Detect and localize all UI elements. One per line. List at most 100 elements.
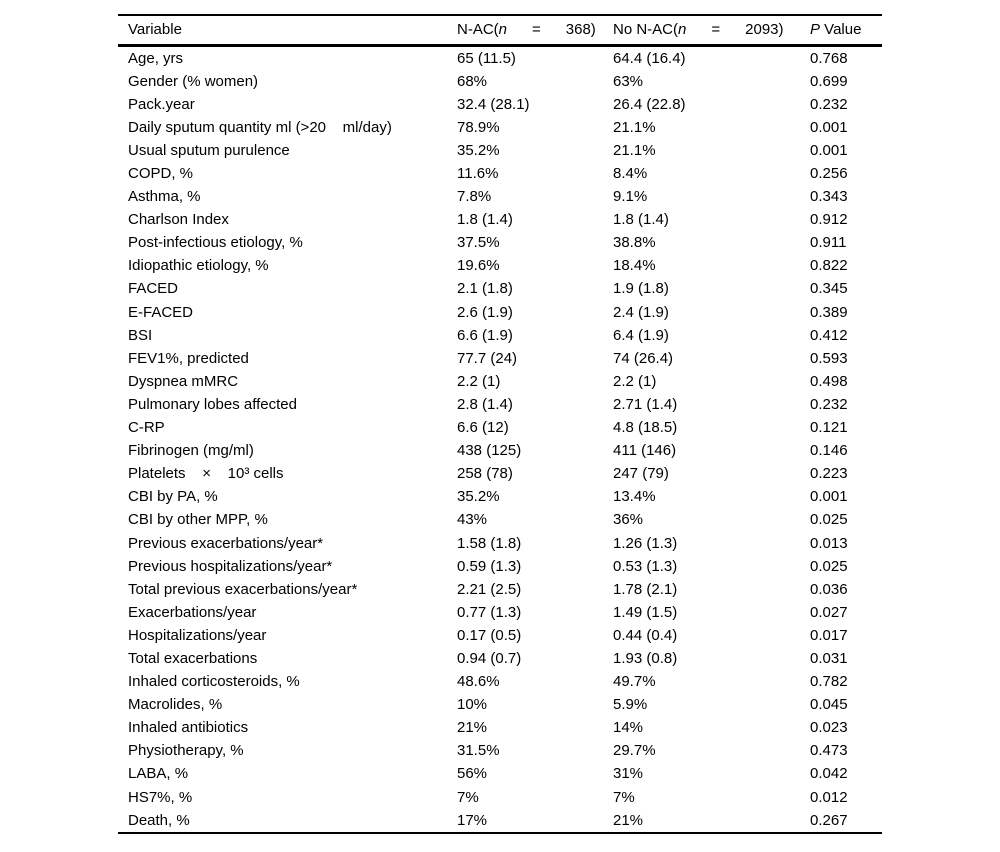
table-row: Inhaled corticosteroids, % 48.6% 49.7% 0.78…	[118, 670, 882, 693]
nac-value-cell: 35.2%	[457, 141, 500, 159]
table-row: Total exacerbations 0.94 (0.7) 1.93 (0.8) 0…	[118, 647, 882, 670]
variable-cell: Total exacerbations	[128, 649, 258, 667]
no-nac-value-cell: 1.26 (1.3)	[613, 534, 678, 552]
table-row: CBI by other MPP, % 43% 36% 0.025	[118, 508, 882, 531]
nac-header-suffix: = 368)	[507, 21, 596, 39]
variable-cell: Platelets × 10³ cells	[128, 465, 284, 483]
p-value-cell: 0.025	[810, 557, 848, 575]
table-row: BSI 6.6 (1.9) 6.4 (1.9) 0.412	[118, 324, 882, 347]
p-value-cell: 0.017	[810, 626, 848, 644]
table-row: Exacerbations/year 0.77 (1.3) 1.49 (1.5) 0.…	[118, 601, 882, 624]
nac-value-cell: 65 (11.5)	[457, 49, 516, 67]
no-nac-value-cell: 2.71 (1.4)	[613, 395, 678, 413]
p-value-cell: 0.699	[810, 72, 848, 90]
no-nac-value-cell: 74 (26.4)	[613, 349, 674, 367]
variable-cell: Macrolides, %	[128, 696, 223, 714]
no-nac-value-cell: 38.8%	[613, 234, 656, 252]
no-nac-value-cell: 21.1%	[613, 118, 656, 136]
variable-cell: Inhaled corticosteroids, %	[128, 673, 300, 691]
column-header-variable: Variable	[128, 21, 182, 39]
no-nac-value-cell: 14%	[613, 719, 644, 737]
nac-value-cell: 2.21 (2.5)	[457, 580, 522, 598]
no-nac-value-cell: 21.1%	[613, 141, 656, 159]
variable-cell: Physiotherapy, %	[128, 742, 244, 760]
p-value-cell: 0.232	[810, 395, 848, 413]
nac-value-cell: 0.77 (1.3)	[457, 603, 522, 621]
p-value-cell: 0.027	[810, 603, 848, 621]
no-nac-value-cell: 2.2 (1)	[613, 372, 657, 390]
nac-value-cell: 2.1 (1.8)	[457, 280, 513, 298]
p-value-cell: 0.782	[810, 673, 848, 691]
variable-cell: Death, %	[128, 811, 190, 829]
nac-value-cell: 17%	[457, 811, 488, 829]
no-nac-header-suffix: = 2093)	[686, 21, 784, 39]
nac-value-cell: 7.8%	[457, 188, 492, 206]
no-nac-value-cell: 4.8 (18.5)	[613, 419, 678, 437]
no-nac-header-prefix: No N-AC(	[613, 21, 679, 39]
no-nac-value-cell: 6.4 (1.9)	[613, 326, 669, 344]
nac-value-cell: 19.6%	[457, 257, 500, 275]
patient-characteristics-table-wrap: Variable N-AC(n = 368) No N-AC(n = 2093)…	[118, 14, 882, 834]
variable-cell: CBI by other MPP, %	[128, 511, 268, 529]
p-value-cell: 0.031	[810, 649, 848, 667]
no-nac-value-cell: 247 (79)	[613, 465, 669, 483]
variable-cell: Usual sputum purulence	[128, 141, 290, 159]
nac-value-cell: 32.4 (28.1)	[457, 95, 530, 113]
table-row: Usual sputum purulence 35.2% 21.1% 0.001	[118, 139, 882, 162]
table-row: FACED 2.1 (1.8) 1.9 (1.8) 0.345	[118, 277, 882, 300]
no-nac-value-cell: 7%	[613, 788, 635, 806]
p-value-cell: 0.822	[810, 257, 848, 275]
p-value-cell: 0.389	[810, 303, 848, 321]
no-nac-value-cell: 9.1%	[613, 188, 648, 206]
p-value-cell: 0.343	[810, 188, 848, 206]
variable-cell: Asthma, %	[128, 188, 201, 206]
nac-value-cell: 0.59 (1.3)	[457, 557, 522, 575]
table-row: HS7%, % 7% 7% 0.012	[118, 786, 882, 809]
p-value-cell: 0.023	[810, 719, 848, 737]
p-value-cell: 0.593	[810, 349, 848, 367]
no-nac-value-cell: 5.9%	[613, 696, 648, 714]
no-nac-value-cell: 29.7%	[613, 742, 656, 760]
p-value-header-p-italic: P	[810, 21, 821, 39]
p-value-cell: 0.911	[810, 234, 847, 252]
no-nac-value-cell: 1.9 (1.8)	[613, 280, 669, 298]
p-value-cell: 0.001	[810, 488, 848, 506]
nac-value-cell: 0.17 (0.5)	[457, 626, 522, 644]
p-value-cell: 0.045	[810, 696, 848, 714]
nac-value-cell: 1.58 (1.8)	[457, 534, 522, 552]
variable-cell: Daily sputum quantity ml (>20 ml/day)	[128, 118, 392, 136]
nac-value-cell: 48.6%	[457, 673, 500, 691]
nac-value-cell: 43%	[457, 511, 488, 529]
no-nac-value-cell: 64.4 (16.4)	[613, 49, 686, 67]
variable-cell: Inhaled antibiotics	[128, 719, 249, 737]
variable-cell: C-RP	[128, 419, 165, 437]
variable-cell: Pack.year	[128, 95, 195, 113]
variable-cell: Total previous exacerbations/year*	[128, 580, 358, 598]
nac-value-cell: 68%	[457, 72, 488, 90]
no-nac-value-cell: 18.4%	[613, 257, 656, 275]
p-value-cell: 0.267	[810, 811, 848, 829]
nac-value-cell: 2.8 (1.4)	[457, 395, 513, 413]
table-row: Death, % 17% 21% 0.267	[118, 809, 882, 833]
table-row: Fibrinogen (mg/ml) 438 (125) 411 (146) 0.14…	[118, 439, 882, 462]
p-value-cell: 0.001	[810, 141, 848, 159]
table-row: Physiotherapy, % 31.5% 29.7% 0.473	[118, 739, 882, 762]
no-nac-value-cell: 1.8 (1.4)	[613, 211, 669, 229]
nac-value-cell: 21%	[457, 719, 488, 737]
table-row: C-RP 6.6 (12) 4.8 (18.5) 0.121	[118, 416, 882, 439]
no-nac-value-cell: 21%	[613, 811, 644, 829]
variable-cell: Fibrinogen (mg/ml)	[128, 442, 254, 460]
nac-value-cell: 2.2 (1)	[457, 372, 501, 390]
nac-value-cell: 258 (78)	[457, 465, 513, 483]
table-row: Age, yrs 65 (11.5) 64.4 (16.4) 0.768	[118, 45, 882, 70]
no-nac-value-cell: 1.78 (2.1)	[613, 580, 678, 598]
table-row: Total previous exacerbations/year* 2.21 (…	[118, 578, 882, 601]
variable-cell: E-FACED	[128, 303, 194, 321]
variable-cell: Age, yrs	[128, 49, 184, 67]
table-row: Pulmonary lobes affected 2.8 (1.4) 2.71 (1…	[118, 393, 882, 416]
variable-cell: COPD, %	[128, 165, 194, 183]
table-row: Platelets × 10³ cells 258 (78) 247 (79) 0.2…	[118, 462, 882, 485]
nac-value-cell: 0.94 (0.7)	[457, 649, 522, 667]
no-nac-value-cell: 1.93 (0.8)	[613, 649, 678, 667]
p-value-cell: 0.001	[810, 118, 848, 136]
